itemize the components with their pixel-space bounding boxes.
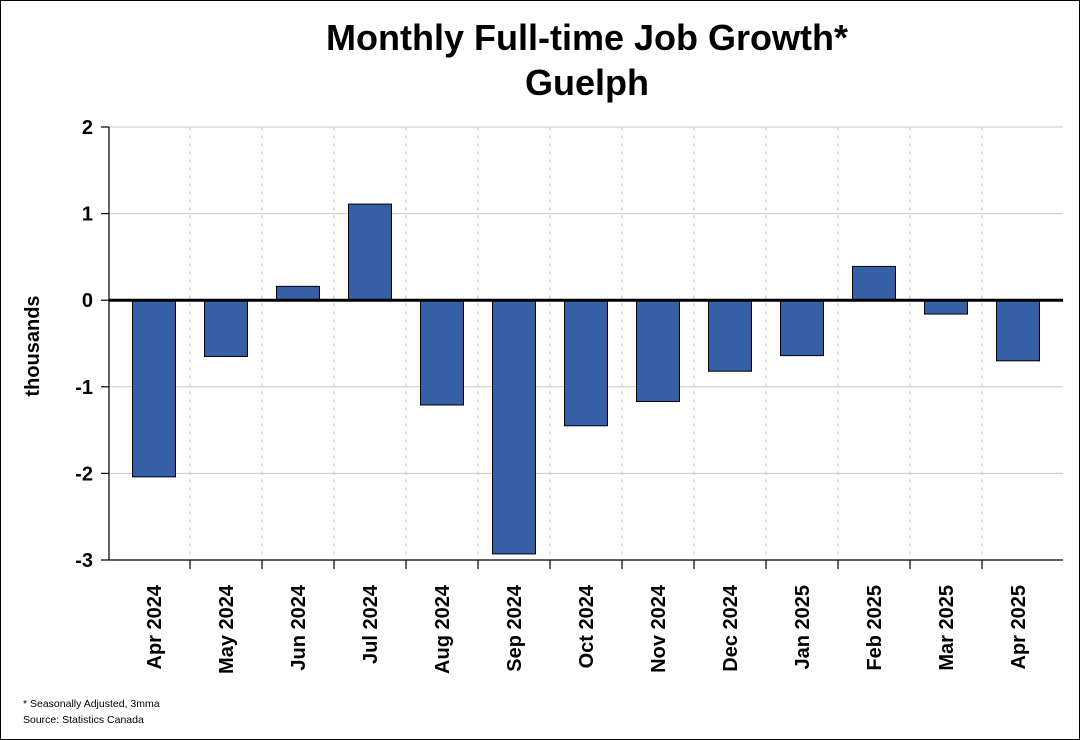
x-tick-label: Aug 2024	[432, 584, 454, 674]
y-tick-label: 0	[82, 290, 93, 312]
bar	[996, 299, 1040, 362]
bar	[708, 299, 752, 372]
bar	[132, 299, 176, 478]
bar	[636, 299, 680, 403]
axis-layer: 2 1 0 -1 -2 -3 Apr 2024 May 2024 Jun 2024 Jul 202…	[75, 117, 1063, 674]
bar	[276, 285, 320, 301]
x-tick-label: Feb 2025	[864, 585, 886, 671]
y-tick-label: 1	[82, 204, 93, 226]
chart-title: Monthly Full-time Job Growth*	[326, 17, 848, 58]
y-tick-label: 2	[82, 117, 93, 139]
x-tick-label: Sep 2024	[504, 584, 526, 672]
bar	[852, 265, 896, 301]
x-tick-label: Nov 2024	[648, 584, 670, 673]
y-tick-label: -1	[75, 377, 93, 399]
chart-subtitle: Guelph	[525, 62, 649, 103]
x-tick-label: Dec 2024	[720, 584, 742, 672]
bar	[204, 299, 248, 357]
bar	[924, 299, 968, 315]
x-tick-label: Mar 2025	[936, 585, 958, 671]
x-tick-label: Jul 2024	[360, 584, 382, 664]
x-tick-label: Jun 2024	[288, 584, 310, 670]
bar	[780, 299, 824, 357]
y-tick-label: -3	[75, 550, 93, 572]
bar	[564, 299, 608, 427]
x-tick-label: Jan 2025	[792, 585, 814, 670]
y-tick-label: -2	[75, 463, 93, 485]
footnote-note: * Seasonally Adjusted, 3mma	[23, 698, 160, 710]
bar	[492, 299, 536, 555]
bar	[348, 203, 392, 301]
y-axis-label: thousands	[22, 295, 44, 396]
x-tick-label: May 2024	[216, 584, 238, 674]
x-tick-label: Apr 2025	[1008, 585, 1030, 670]
x-tick-label: Oct 2024	[576, 584, 598, 668]
bar-layer	[132, 203, 1040, 555]
bar	[420, 299, 464, 406]
x-tick-label: Apr 2024	[144, 584, 166, 669]
footnote-source: Source: Statistics Canada	[23, 714, 144, 726]
